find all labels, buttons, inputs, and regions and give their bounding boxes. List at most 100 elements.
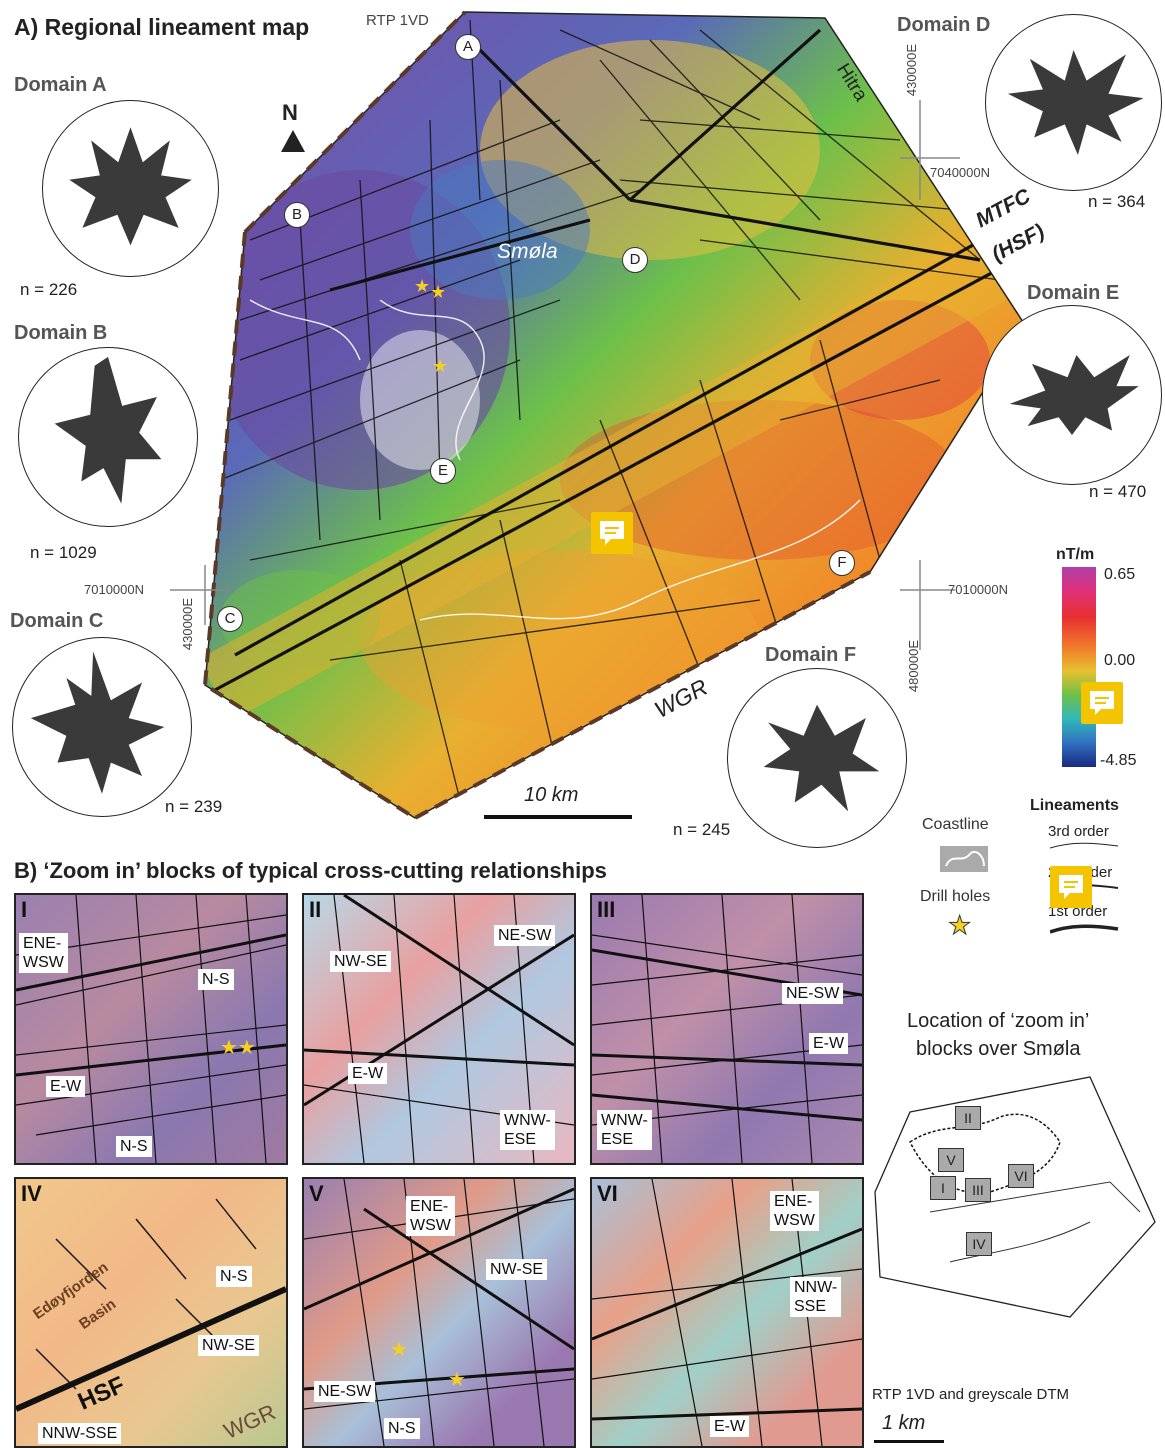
domain-marker-b: B (284, 202, 310, 228)
location-title-line2: blocks over Smøla (916, 1038, 1081, 1060)
colorbar-unit: nT/m (1056, 546, 1095, 563)
rose-diagram-e (982, 305, 1162, 485)
block-v-label: V (309, 1181, 324, 1206)
drill-hole-star: ★ (414, 276, 431, 296)
tag-nw-se: NW-SE (330, 951, 392, 972)
zoom-block-v: V ENE- WSW NW-SE NE-SW N-S ★ ★ (302, 1177, 576, 1448)
tag-nw-se: NW-SE (486, 1259, 548, 1280)
north-arrow-icon (281, 130, 305, 152)
domain-a-count: n = 226 (20, 280, 78, 299)
north-label: N (282, 100, 298, 125)
legend-order-3: 3rd order (1048, 823, 1109, 840)
domain-b-count: n = 1029 (30, 543, 97, 562)
comment-marker[interactable] (1050, 866, 1092, 908)
domain-e-title: Domain E (1027, 282, 1120, 304)
location-title-line1: Location of ‘zoom in’ (907, 1010, 1090, 1032)
domain-marker-e: E (430, 458, 456, 484)
coord-480000e: 480000E (906, 640, 921, 693)
drill-hole-star: ★★ (220, 1037, 256, 1059)
comment-icon (1090, 691, 1114, 715)
rose-diagram-d (985, 14, 1162, 191)
drill-hole-star: ★ (432, 356, 449, 376)
legend-lineaments-title: Lineaments (1030, 797, 1119, 814)
block-vi-label: VI (597, 1181, 618, 1206)
domain-e-count: n = 470 (1089, 482, 1147, 501)
panel-b-title: B) ‘Zoom in’ blocks of typical cross-cut… (14, 858, 607, 883)
location-inset-map (874, 1076, 1156, 1318)
tag-e-w: E-W (348, 1063, 388, 1084)
colorbar-min: -4.85 (1100, 752, 1137, 769)
zoom-block-vi: VI ENE- WSW NNW- SSE E-W (590, 1177, 864, 1448)
comment-marker[interactable] (591, 512, 633, 554)
tag-nnw-sse: NNW- SSE (790, 1277, 842, 1317)
block-i-label: I (21, 897, 28, 922)
tag-n-s-bottom: N-S (116, 1136, 152, 1157)
rose-diagram-f (727, 668, 907, 848)
coord-7010000n-right: 7010000N (948, 582, 1008, 597)
tag-ne-sw: NE-SW (314, 1381, 376, 1402)
location-box-i: I (930, 1176, 956, 1200)
block-ii-label: II (309, 897, 322, 922)
domain-f-title: Domain F (765, 644, 857, 666)
tag-nnw-sse: NNW-SSE (38, 1423, 122, 1444)
domain-d-count: n = 364 (1088, 192, 1146, 211)
block-iv-label: IV (21, 1181, 42, 1206)
rose-diagram-a (42, 100, 219, 277)
comment-icon (600, 521, 624, 545)
coord-7010000n-left: 7010000N (84, 582, 144, 597)
domain-d-title: Domain D (897, 14, 991, 36)
scale-bar (484, 815, 632, 819)
location-box-v: V (938, 1148, 964, 1172)
location-box-vi: VI (1008, 1164, 1034, 1188)
colorbar-mid: 0.00 (1104, 652, 1136, 669)
zoom-block-iii: III NE-SW E-W WNW- ESE (590, 893, 864, 1165)
rose-diagram-b (18, 347, 198, 527)
tag-ene-wsw: ENE- WSW (770, 1191, 819, 1231)
smola-label: Smøla (497, 240, 558, 263)
domain-b-title: Domain B (14, 322, 108, 344)
coord-430000e-top: 430000E (904, 44, 919, 97)
zoom-block-iv: IV N-S NW-SE NNW-SSE Edøyfjorden Basin H… (14, 1177, 288, 1448)
order-1-line (1050, 924, 1119, 934)
tag-n-s: N-S (216, 1266, 252, 1287)
zoom-scale-bar (874, 1440, 944, 1443)
tag-ne-sw: NE-SW (494, 925, 556, 946)
domain-c-title: Domain C (10, 610, 104, 632)
rose-diagram-c (12, 637, 192, 817)
coord-7040000n: 7040000N (930, 165, 990, 180)
comment-icon (1059, 875, 1083, 899)
coord-crosshair-left (170, 565, 230, 625)
location-box-ii: II (955, 1106, 981, 1130)
zoom-block-i: I ENE- WSW N-S E-W N-S ★★ (14, 893, 288, 1165)
drill-hole-star: ★ (430, 282, 447, 302)
rtp-label: RTP 1VD (366, 12, 429, 29)
location-box-iv: IV (966, 1232, 992, 1256)
scale-bar-label: 10 km (524, 784, 579, 806)
legend-coastline: Coastline (922, 816, 989, 833)
order-3-line (1050, 842, 1119, 849)
domain-marker-f: F (829, 550, 855, 576)
tag-e-w: E-W (46, 1076, 86, 1097)
tag-ne-sw: NE-SW (782, 983, 844, 1004)
tag-wnw-ese: WNW- ESE (500, 1110, 555, 1150)
comment-marker[interactable] (1081, 682, 1123, 724)
domain-marker-d: D (622, 247, 648, 273)
rtp-dtm-label: RTP 1VD and greyscale DTM (872, 1386, 1070, 1403)
tag-e-w: E-W (710, 1416, 750, 1437)
tag-n-s: N-S (198, 969, 234, 990)
tag-ene-wsw: ENE- WSW (19, 933, 68, 973)
domain-marker-c: C (217, 606, 243, 632)
drill-hole-star-icon: ★ (947, 910, 972, 941)
legend-drill-holes: Drill holes (920, 888, 991, 905)
coord-crosshair-right (900, 560, 955, 650)
domain-marker-a: A (455, 34, 481, 60)
block-iii-label: III (597, 897, 616, 922)
regional-lineament-map (202, 10, 1026, 821)
panel-a-title: A) Regional lineament map (14, 14, 310, 40)
location-box-iii: III (965, 1178, 991, 1202)
domain-c-count: n = 239 (165, 797, 223, 816)
zoom-block-ii: II NW-SE NE-SW E-W WNW- ESE (302, 893, 576, 1165)
colorbar-max: 0.65 (1104, 566, 1136, 583)
domain-a-title: Domain A (14, 74, 107, 96)
tag-n-s: N-S (384, 1418, 420, 1439)
